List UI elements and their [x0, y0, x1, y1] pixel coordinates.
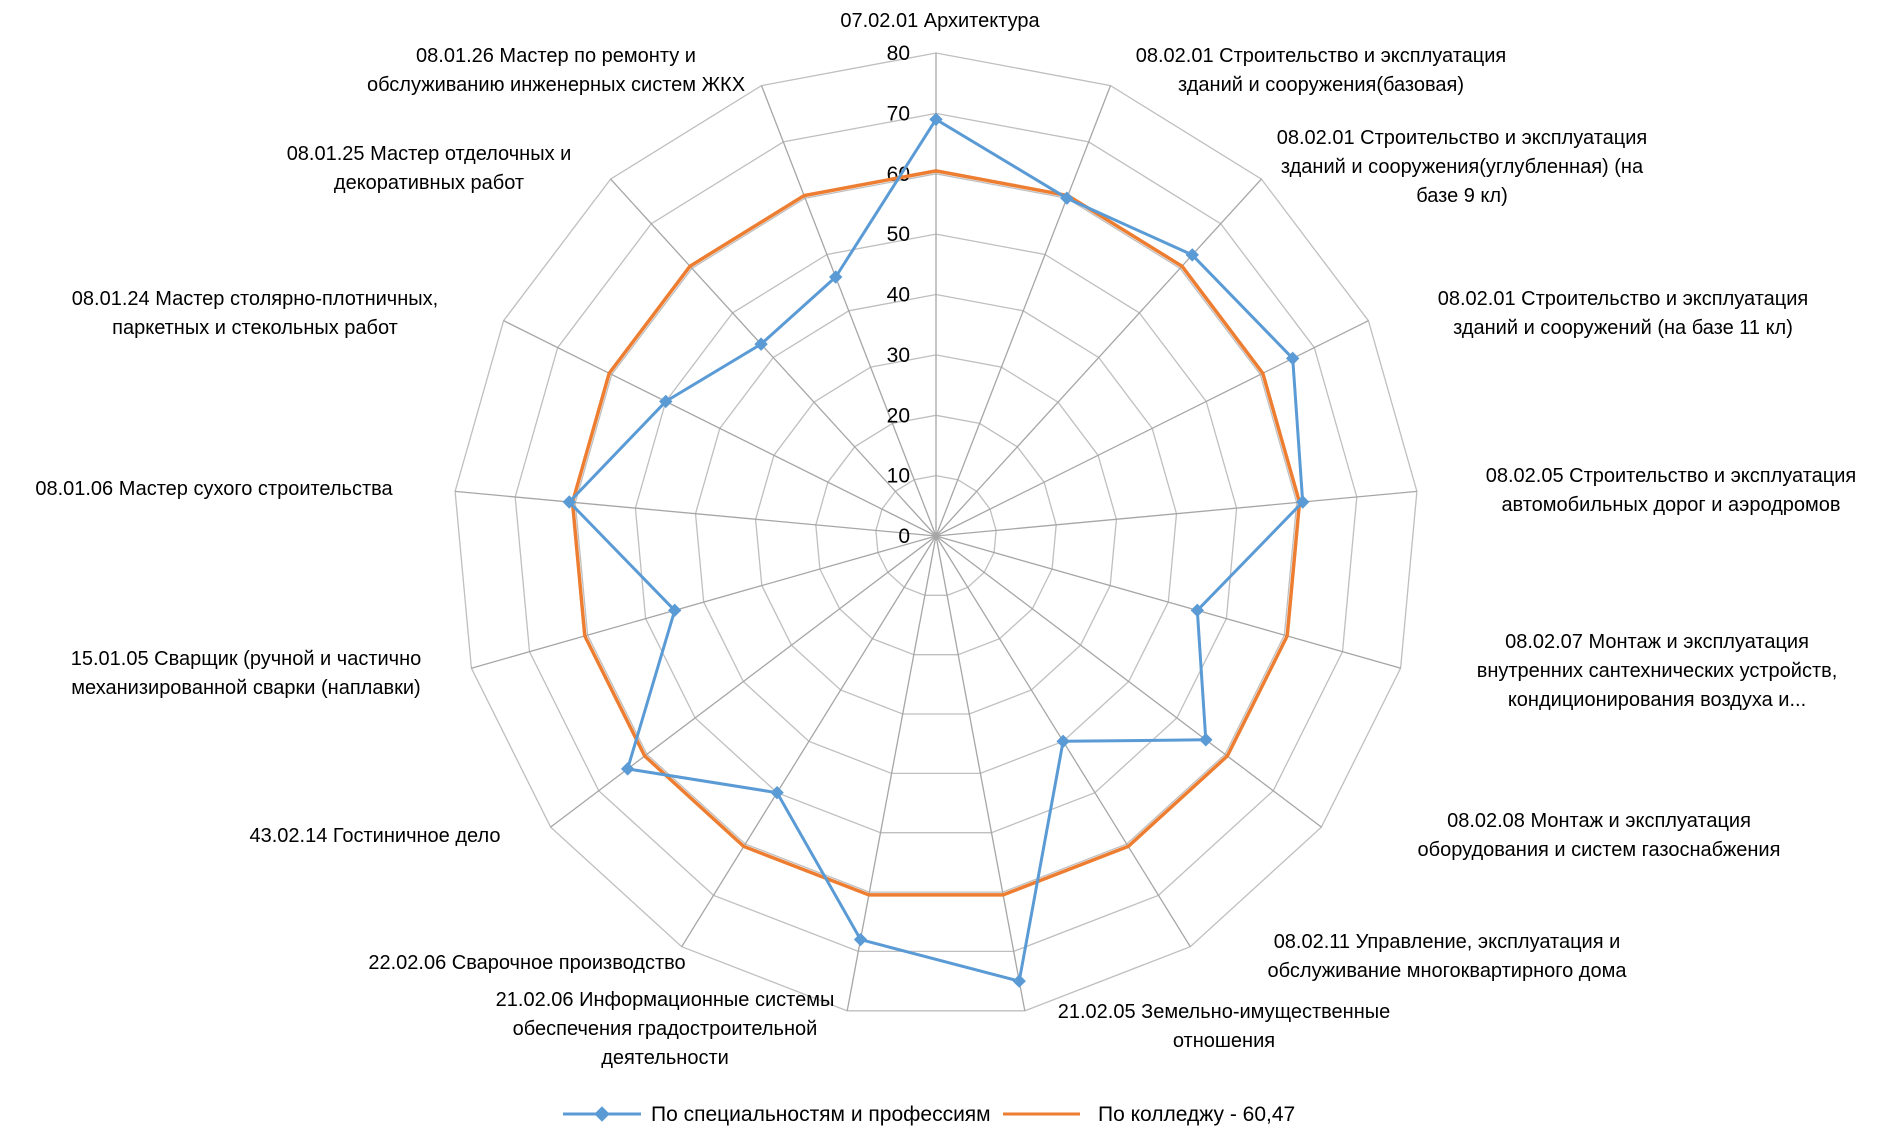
spoke-10 — [846, 535, 937, 1011]
legend-label-series-1: По специальностям и профессиям — [651, 1103, 991, 1126]
category-label-1: 07.02.01 Архитектура — [840, 10, 1040, 32]
series-1-point-2 — [1060, 191, 1074, 205]
series-1-line — [567, 117, 1305, 983]
legend-label-series-2: По колледжу - 60,47 — [1098, 1103, 1295, 1126]
series-1-point-11 — [770, 785, 784, 800]
category-label-13: 15.01.05 Сварщик (ручной и частично механ… — [71, 648, 422, 699]
grid-ring-20 — [815, 414, 1057, 656]
series-1-point-7 — [1199, 733, 1213, 747]
tick-label: 70 — [887, 102, 910, 125]
category-label-12: 43.02.14 Гостиничное дело — [250, 825, 501, 847]
category-label-15: 08.01.24 Мастер столярно-плотничных, парк… — [72, 288, 438, 339]
series-1-point-10 — [853, 932, 868, 947]
grid-ring-80 — [454, 52, 1418, 1012]
series-1-point-4 — [1285, 351, 1300, 366]
grid-ring-10 — [875, 474, 997, 596]
series-layer — [562, 112, 1310, 988]
series-1-point-16 — [754, 337, 768, 351]
series-2-line — [570, 169, 1302, 897]
spoke-2 — [935, 85, 1112, 537]
grid-ring-30 — [754, 354, 1118, 715]
spoke-14 — [455, 490, 937, 537]
series-1-point-13 — [667, 603, 682, 618]
category-label-3: 08.02.01 Строительство и эксплуатация зда… — [1277, 127, 1648, 207]
category-label-2: 08.02.01 Строительство и эксплуатация зда… — [1136, 45, 1507, 96]
grid-ring-60 — [574, 173, 1298, 893]
spoke-5 — [935, 490, 1417, 537]
legend-marker-series-1 — [594, 1106, 610, 1122]
category-label-14: 08.01.06 Мастер сухого строительства — [35, 478, 393, 500]
category-label-11: 22.02.06 Сварочное производство — [368, 952, 685, 974]
tick-label: 80 — [887, 42, 910, 65]
spoke-13 — [471, 535, 937, 669]
series-1-point-9 — [1012, 974, 1026, 988]
legend: По специальностям и профессиям По коллед… — [563, 1103, 1295, 1126]
series-1-point-1 — [929, 112, 943, 127]
category-label-5: 08.02.05 Строительство и эксплуатация авт… — [1486, 465, 1857, 516]
grid-ring-50 — [634, 233, 1238, 834]
spoke-12 — [550, 535, 937, 828]
series-1-point-6 — [1190, 603, 1205, 618]
series-1-point-15 — [659, 394, 673, 409]
spoke-6 — [935, 535, 1401, 669]
spoke-3 — [935, 178, 1262, 537]
series-1-point-8 — [1056, 734, 1070, 749]
tick-label: 40 — [887, 284, 910, 307]
legend-item-series-1: По специальностям и профессиям — [563, 1103, 991, 1126]
category-label-9: 21.02.05 Земельно-имущественные отношения — [1058, 1001, 1391, 1052]
category-label-8: 08.02.11 Управление, эксплуатация и обслу… — [1268, 931, 1628, 982]
spoke-16 — [610, 178, 937, 537]
category-label-7: 08.02.08 Монтаж и эксплуатация оборудован… — [1418, 810, 1781, 861]
series-1-point-5 — [1296, 495, 1310, 509]
category-label-4: 08.02.01 Строительство и эксплуатация зда… — [1438, 288, 1809, 339]
category-labels: 07.02.01 Архитектура 08.02.01 Строительст… — [35, 10, 1856, 1069]
category-label-16: 08.01.25 Мастер отделочных и декоративных… — [287, 143, 572, 194]
category-label-6: 08.02.07 Монтаж и эксплуатация внутренних… — [1477, 631, 1838, 711]
series-1-point-14 — [562, 495, 576, 509]
category-label-10: 21.02.06 Информационные системы обеспечен… — [496, 989, 835, 1069]
category-label-17: 08.01.26 Мастер по ремонту и обслуживанию… — [367, 45, 745, 96]
tick-label: 30 — [887, 344, 910, 367]
series-1-point-17 — [828, 270, 843, 284]
tick-label: 10 — [887, 465, 910, 488]
legend-item-series-2: По колледжу - 60,47 — [1003, 1103, 1295, 1126]
series-1-point-3 — [1185, 248, 1199, 262]
spoke-15 — [503, 320, 937, 537]
series-1-point-12 — [620, 762, 635, 776]
grid-ring-40 — [694, 293, 1178, 775]
tick-label: 20 — [887, 404, 910, 427]
spoke-9 — [935, 535, 1026, 1011]
spoke-11 — [681, 535, 937, 948]
spoke-7 — [935, 535, 1322, 828]
grid-ring-70 — [514, 112, 1358, 953]
tick-label: 0 — [898, 525, 910, 548]
spoke-17 — [760, 85, 937, 537]
grid-layer — [454, 52, 1418, 1012]
tick-label: 50 — [887, 223, 910, 246]
